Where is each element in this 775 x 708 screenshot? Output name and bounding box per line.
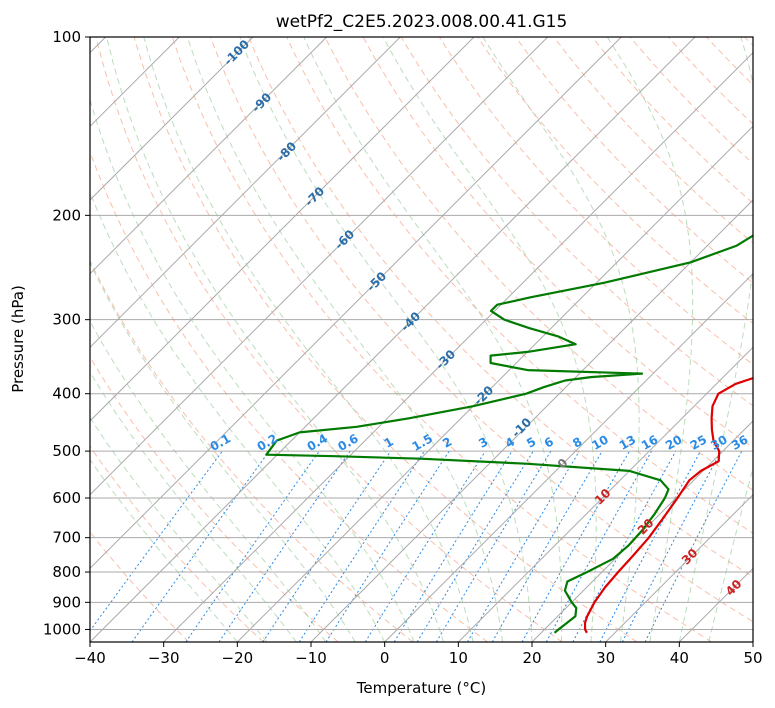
moist-adiabat-line xyxy=(382,37,597,642)
x-tick-label: 30 xyxy=(596,649,615,667)
isotherm-line xyxy=(236,125,753,642)
moist-adiabat-line xyxy=(303,37,563,642)
dry-adiabat-line xyxy=(591,37,753,204)
moist-adiabat-line xyxy=(482,37,640,642)
mixing-ratio-line xyxy=(393,450,513,642)
moist-adiabat-line xyxy=(678,37,753,642)
y-tick-label: 300 xyxy=(52,311,81,329)
dry-adiabat-line xyxy=(90,445,264,642)
x-tick-label: 50 xyxy=(743,649,762,667)
dry-adiabat-line xyxy=(171,37,712,642)
moist-adiabat-line xyxy=(106,37,445,642)
x-tick-label: 0 xyxy=(380,649,390,667)
x-axis-title: Temperature (°C) xyxy=(356,679,486,697)
y-tick-label: 200 xyxy=(52,206,81,224)
profile-series xyxy=(265,234,753,634)
isotherm-line xyxy=(163,51,753,642)
isotherm-line xyxy=(90,37,696,642)
moist-adiabat-line xyxy=(186,37,503,642)
moist-adiabat-line xyxy=(708,466,753,642)
isotherm-line xyxy=(605,493,753,642)
mixing-ratio-line xyxy=(298,450,425,642)
y-tick-label: 800 xyxy=(52,563,81,581)
y-tick-label: 400 xyxy=(52,385,81,403)
dewpoint-profile-line xyxy=(265,234,753,634)
isotherm-line xyxy=(384,272,753,642)
isotherm-line xyxy=(90,37,622,570)
x-tick-label: 20 xyxy=(522,649,541,667)
mixing-ratio-line xyxy=(131,450,270,642)
moist-adiabat-line xyxy=(606,37,694,642)
background-lines xyxy=(90,37,753,642)
moist-adiabat-line xyxy=(90,416,268,642)
y-axis-title: Pressure (hPa) xyxy=(9,285,27,393)
moist-adiabat-line xyxy=(90,320,327,642)
mixing-ratio-line xyxy=(572,450,677,642)
mixing-ratio-line xyxy=(262,450,392,642)
dry-adiabat-line xyxy=(324,37,753,491)
x-tick-label: −40 xyxy=(74,649,106,667)
temperature-profile-line xyxy=(583,376,753,634)
dry-adiabat-line xyxy=(400,37,753,407)
x-tick-label: −20 xyxy=(222,649,254,667)
dry-adiabat-line xyxy=(133,37,638,642)
mixing-ratio-line xyxy=(364,450,486,642)
moist-adiabat-line xyxy=(90,261,356,642)
x-tick-label: −10 xyxy=(295,649,327,667)
dry-adiabat-line xyxy=(90,259,414,642)
isotherm-line xyxy=(457,346,753,642)
dry-adiabat-line xyxy=(629,37,753,165)
y-tick-label: 600 xyxy=(52,489,81,507)
moist-adiabat-line xyxy=(90,458,238,642)
mixing-ratio-line xyxy=(467,450,580,642)
y-tick-label: 700 xyxy=(52,529,81,547)
isotherm-line xyxy=(90,37,549,496)
mixing-ratio-line xyxy=(491,450,603,642)
dry-adiabat-line xyxy=(515,37,753,284)
isotherm-line xyxy=(310,199,753,642)
mixing-ratio-line xyxy=(435,450,552,642)
y-tick-label: 100 xyxy=(52,28,81,46)
x-tick-label: −30 xyxy=(148,649,180,667)
isotherm-line xyxy=(90,37,328,275)
mixing-ratio-line xyxy=(521,450,630,642)
plot-frame xyxy=(89,36,754,643)
y-tick-label: 1000 xyxy=(43,620,81,638)
moist-adiabat-line xyxy=(143,37,474,642)
dry-adiabat-line xyxy=(248,37,753,578)
x-tick-label: 40 xyxy=(670,649,689,667)
mixing-ratio-line xyxy=(90,450,223,632)
y-tick-label: 900 xyxy=(52,593,81,611)
y-tick-label: 500 xyxy=(52,442,81,460)
chart-title: wetPf2_C2E5.2023.008.00.41.G15 xyxy=(276,12,568,32)
axis-ticks: −40 −30 −20 −10 0 10 20 30 40 50 1000 900 800 700 600 5… xyxy=(43,28,763,667)
isotherm-line xyxy=(90,37,475,422)
moist-adiabat-line xyxy=(239,37,533,642)
dry-adiabat-line xyxy=(477,37,753,325)
mixing-ratio-line xyxy=(416,450,534,642)
isotherm-line xyxy=(90,37,401,349)
moist-adiabat-line xyxy=(90,190,386,642)
x-tick-label: 10 xyxy=(449,649,468,667)
mixing-ratio-line xyxy=(185,450,320,642)
mixing-ratio-line xyxy=(325,450,450,642)
dry-adiabat-line xyxy=(95,37,563,642)
moist-adiabat-line xyxy=(90,371,297,642)
isotherm-line xyxy=(90,37,254,201)
